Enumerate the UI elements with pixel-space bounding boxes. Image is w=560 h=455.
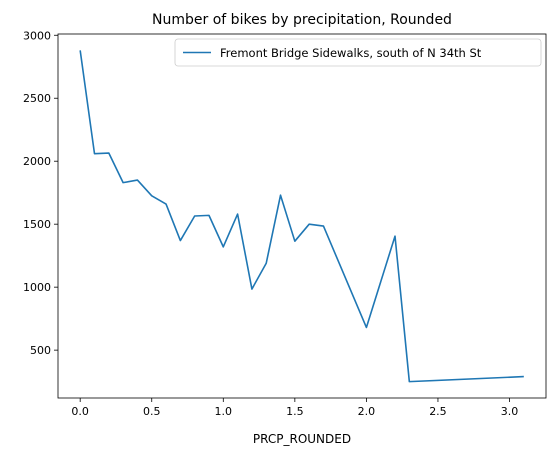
plot-frame <box>58 34 546 398</box>
y-tick-label: 1000 <box>23 281 51 294</box>
x-tick-label: 2.0 <box>358 405 376 418</box>
y-tick-label: 2000 <box>23 155 51 168</box>
x-tick-label: 1.5 <box>286 405 304 418</box>
legend: Fremont Bridge Sidewalks, south of N 34t… <box>175 39 541 66</box>
x-tick-label: 0.0 <box>71 405 89 418</box>
y-tick-label: 3000 <box>23 29 51 42</box>
legend-label: Fremont Bridge Sidewalks, south of N 34t… <box>220 46 482 60</box>
y-axis-ticks: 500 1000 1500 2000 2500 3000 <box>23 29 58 357</box>
chart-title: Number of bikes by precipitation, Rounde… <box>152 12 452 28</box>
x-tick-label: 1.0 <box>215 405 233 418</box>
x-tick-label: 0.5 <box>143 405 161 418</box>
x-tick-label: 3.0 <box>501 405 519 418</box>
x-axis-label: PRCP_ROUNDED <box>253 432 351 446</box>
x-axis-ticks: 0.0 0.5 1.0 1.5 2.0 2.5 3.0 <box>71 398 518 418</box>
series-line-0 <box>80 50 524 381</box>
y-tick-label: 500 <box>30 344 51 357</box>
x-tick-label: 2.5 <box>429 405 447 418</box>
y-tick-label: 1500 <box>23 218 51 231</box>
y-tick-label: 2500 <box>23 92 51 105</box>
